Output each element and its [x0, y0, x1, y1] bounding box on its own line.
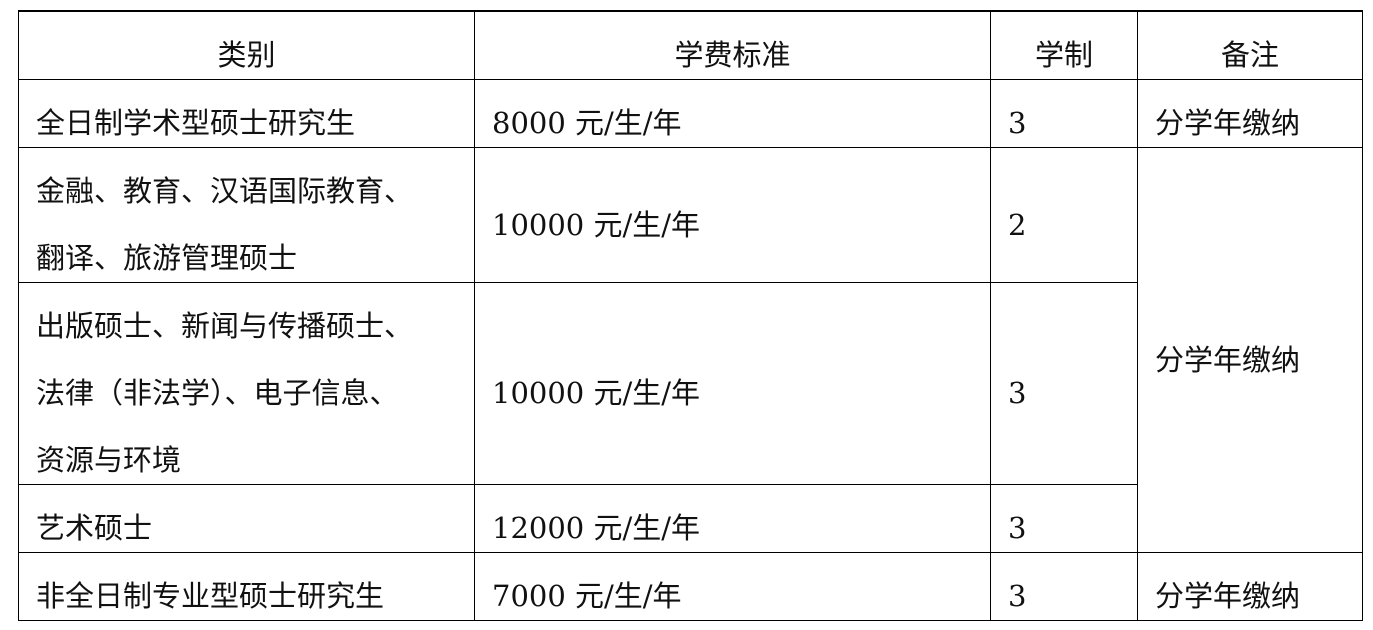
category-cell: 非全日制专业型硕士研究生 — [18, 552, 475, 621]
header-fee: 学费标准 — [474, 10, 991, 80]
years-cell: 3 — [990, 282, 1138, 485]
fee-cell: 10000 元/生/年 — [474, 282, 991, 485]
header-years: 学制 — [990, 10, 1138, 80]
table-row: 金融、教育、汉语国际教育、 翻译、旅游管理硕士 10000 元/生/年 2 分学年… — [18, 147, 1363, 553]
fee-cell: 7000 元/生/年 — [474, 552, 991, 621]
category-cell: 金融、教育、汉语国际教育、 翻译、旅游管理硕士 — [18, 147, 475, 283]
fee-cell: 8000 元/生/年 — [474, 79, 991, 148]
note-cell: 分学年缴纳 — [1137, 552, 1363, 621]
table-row: 出版硕士、新闻与传播硕士、 法律（非法学）、电子信息、 资源与环境 10000 元/… — [18, 282, 1363, 485]
category-cell: 全日制学术型硕士研究生 — [18, 79, 475, 148]
fee-cell: 12000 元/生/年 — [474, 484, 991, 553]
years-cell: 2 — [990, 147, 1138, 283]
category-cell: 出版硕士、新闻与传播硕士、 法律（非法学）、电子信息、 资源与环境 — [18, 282, 475, 485]
fee-cell: 10000 元/生/年 — [474, 147, 991, 283]
tuition-table: 类别 学费标准 学制 备注 全日制学术型硕士研究生 8000 元/生/年 3 分… — [18, 10, 1363, 621]
table-row: 艺术硕士 12000 元/生/年 3 — [18, 484, 1363, 553]
category-cell: 艺术硕士 — [18, 484, 475, 553]
note-cell: 分学年缴纳 — [1137, 79, 1363, 148]
table-row: 全日制学术型硕士研究生 8000 元/生/年 3 分学年缴纳 — [18, 79, 1363, 148]
header-category: 类别 — [18, 10, 475, 80]
years-cell: 3 — [990, 484, 1138, 553]
header-row: 类别 学费标准 学制 备注 — [18, 10, 1363, 80]
table-row: 非全日制专业型硕士研究生 7000 元/生/年 3 分学年缴纳 — [18, 552, 1363, 621]
years-cell: 3 — [990, 79, 1138, 148]
years-cell: 3 — [990, 552, 1138, 621]
header-note: 备注 — [1137, 10, 1363, 80]
note-cell-merged: 分学年缴纳 — [1137, 147, 1363, 553]
